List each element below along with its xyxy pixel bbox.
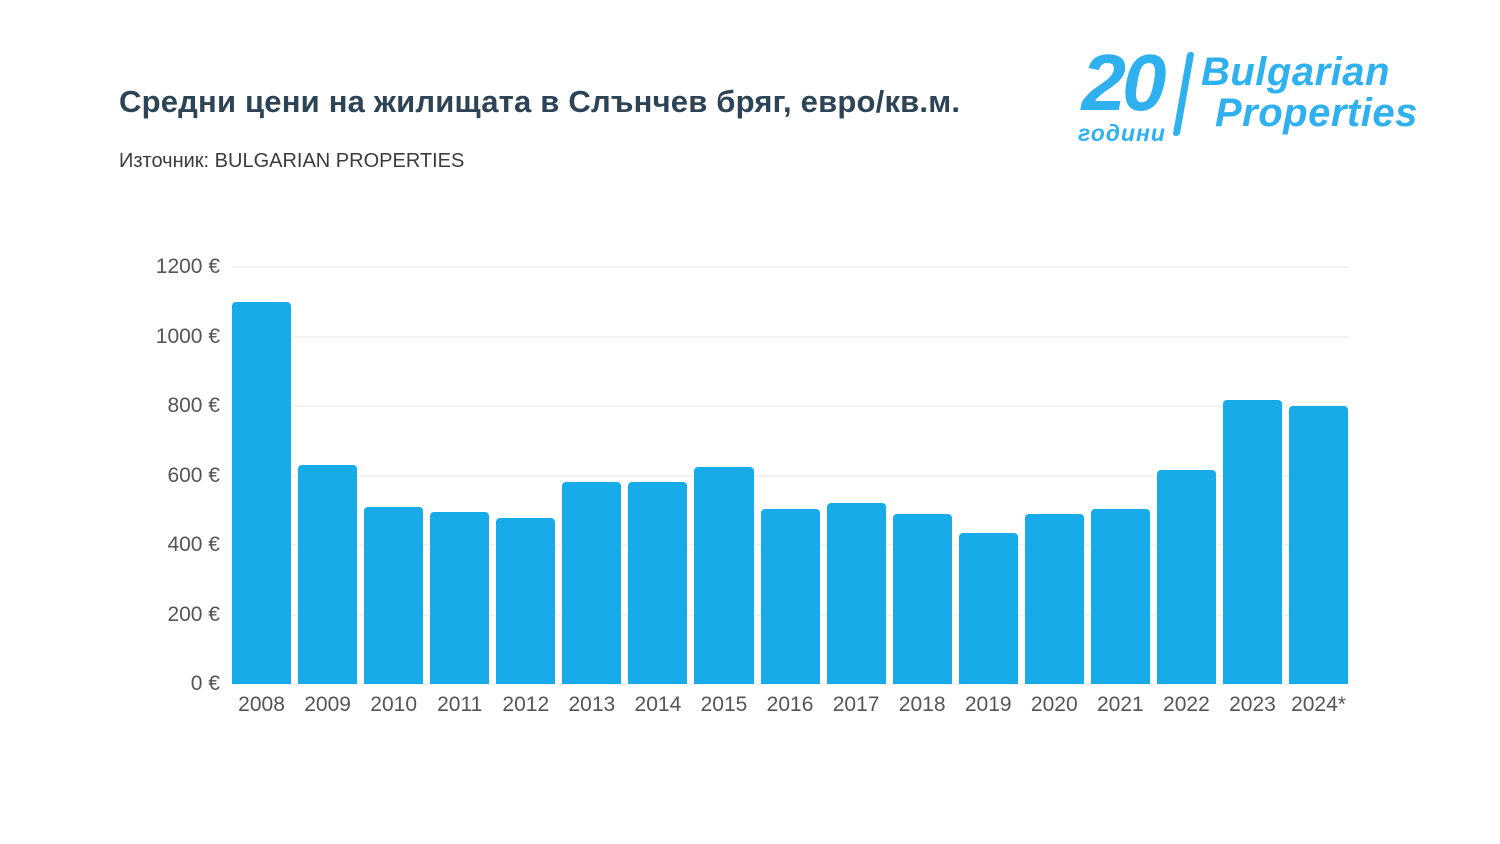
x-axis-label: 2012 <box>502 693 550 716</box>
x-axis-label: 2014 <box>634 693 682 716</box>
bar-2021 <box>1090 508 1150 684</box>
logo-wordmark: Bulgarian Properties <box>1201 50 1418 134</box>
x-axis-label: 2019 <box>964 693 1012 716</box>
bulgarian-properties-logo: 20 години Bulgarian Properties <box>1078 38 1418 147</box>
bar-2019 <box>958 532 1018 684</box>
y-axis-tick-label: 1200 € <box>155 255 220 278</box>
bar-2015 <box>694 466 754 684</box>
y-axis-tick-label: 1000 € <box>155 324 220 348</box>
gridline <box>232 336 1348 337</box>
gridline <box>232 266 1348 268</box>
x-axis-label: 2013 <box>568 693 616 716</box>
bar-2018 <box>892 514 952 684</box>
y-axis-tick-label: 800 € <box>167 394 220 418</box>
logo-years-label: години <box>1078 120 1166 146</box>
x-axis-label: 2018 <box>898 693 946 716</box>
bar-2024 <box>1289 406 1349 684</box>
x-axis-label: 2015 <box>700 693 748 716</box>
x-axis-label: 2009 <box>304 693 351 716</box>
x-axis-labels: 2008 2009 2010 2011 2012 2013 2014 2015 2016 2017… <box>232 693 1348 717</box>
x-axis-label: 2020 <box>1030 693 1078 716</box>
bar-2012 <box>496 518 556 684</box>
x-axis-label: 2008 <box>238 693 285 716</box>
y-axis-tick-label: 400 € <box>167 533 220 557</box>
logo-number-20: 20 <box>1081 38 1166 127</box>
bar-2023 <box>1222 400 1282 684</box>
x-axis-label: 2024* <box>1291 693 1346 716</box>
y-axis-tick-label: 0 € <box>190 672 220 695</box>
bar-2008 <box>232 301 292 684</box>
x-axis-label: 2022 <box>1163 693 1210 716</box>
x-axis-label: 2011 <box>437 693 483 716</box>
bar-2020 <box>1024 514 1084 684</box>
logo-divider <box>1172 52 1195 136</box>
x-axis-label: 2010 <box>370 693 418 716</box>
x-axis-label: 2021 <box>1096 693 1144 716</box>
gridline <box>232 683 1348 685</box>
x-axis-label: 2016 <box>766 693 814 716</box>
x-axis-label: 2023 <box>1229 693 1276 716</box>
x-axis-label: 2017 <box>832 693 880 716</box>
logo-anniversary: 20 години <box>1078 38 1166 147</box>
logo-line-properties: Properties <box>1214 91 1418 135</box>
bar-2009 <box>298 465 358 684</box>
bar-2017 <box>826 503 886 684</box>
bar-2016 <box>760 508 820 684</box>
bar-2014 <box>628 481 688 684</box>
bar-2010 <box>364 506 424 684</box>
y-axis-tick-label: 200 € <box>167 602 220 626</box>
bar-2022 <box>1156 469 1216 684</box>
gridline <box>232 405 1348 407</box>
bar-2011 <box>430 512 490 684</box>
page-title: Средни цени на жилищата в Слънчев бряг, … <box>119 84 961 119</box>
bar-2013 <box>562 482 622 684</box>
y-axis-tick-label: 600 € <box>167 463 220 487</box>
source-label: Източник: BULGARIAN PROPERTIES <box>119 150 465 172</box>
logo-line-bulgarian: Bulgarian <box>1200 50 1390 94</box>
bar-chart-plot: 2008 2009 2010 2011 2012 2013 2014 2015 2016 2017… <box>156 255 1349 716</box>
bars <box>232 267 1349 684</box>
gridline <box>232 475 1348 476</box>
